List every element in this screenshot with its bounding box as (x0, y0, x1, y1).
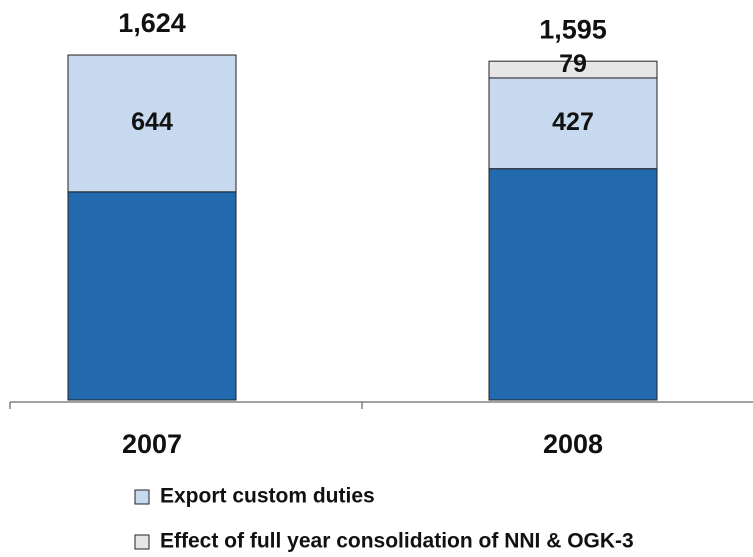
x-tick-label: 2007 (122, 429, 182, 459)
legend-swatch (134, 534, 150, 550)
legend-label: Export custom duties (160, 485, 375, 508)
legend-swatch (134, 489, 150, 505)
legend-label: Effect of full year consolidation of NNI… (160, 530, 634, 553)
bar-segment (67, 191, 237, 401)
data-label: 644 (131, 108, 173, 136)
x-tick-label: 2008 (543, 429, 603, 459)
bar-segment (488, 168, 658, 401)
total-label: 1,595 (539, 14, 607, 44)
data-label: 427 (552, 108, 594, 136)
data-label: 79 (559, 50, 587, 78)
bar-segment (67, 54, 237, 193)
total-label: 1,624 (118, 8, 186, 38)
bar-segment (488, 60, 658, 79)
